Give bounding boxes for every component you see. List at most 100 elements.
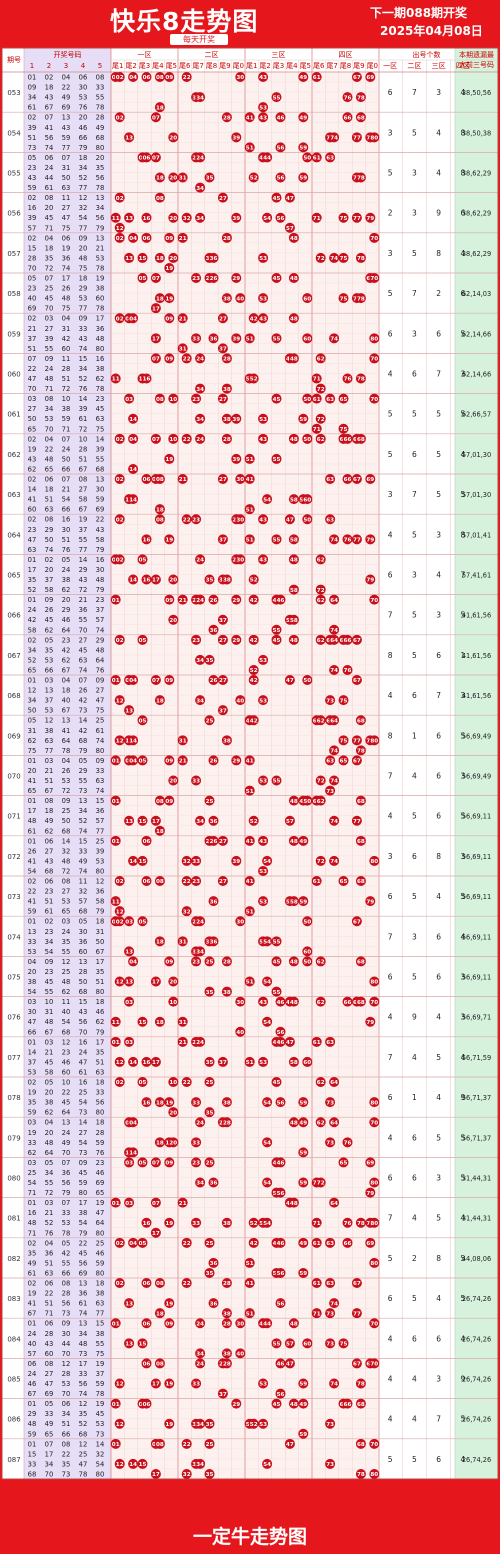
tail-label: 尾4 bbox=[152, 62, 164, 70]
number-ball-label: 32 bbox=[183, 216, 191, 222]
number-ball bbox=[262, 494, 273, 505]
number-ball-label: 02 bbox=[116, 1281, 124, 1287]
number-ball-label: 80 bbox=[370, 1472, 378, 1478]
draw-number: 68 bbox=[62, 827, 71, 835]
draw-column-label: 1 bbox=[30, 62, 34, 70]
number-ball bbox=[355, 745, 366, 756]
draw-number: 01 bbox=[28, 837, 37, 845]
number-ball-label: 56 bbox=[277, 146, 285, 152]
number-ball-label: 02 bbox=[116, 437, 124, 443]
number-ball bbox=[342, 664, 353, 675]
number-ball-label: 28 bbox=[223, 1120, 231, 1126]
number-ball bbox=[315, 715, 326, 726]
number-ball bbox=[311, 393, 322, 404]
draw-number: 62 bbox=[45, 626, 54, 634]
number-ball-label: 14 bbox=[129, 497, 137, 503]
number-ball-label: 34 bbox=[196, 1352, 204, 1358]
number-ball bbox=[244, 835, 255, 846]
number-ball-label: 42 bbox=[250, 718, 258, 724]
number-ball-label: 54 bbox=[263, 940, 271, 946]
number-ball bbox=[168, 976, 179, 987]
daily-draw-badge: 每天开奖 bbox=[170, 34, 228, 45]
number-ball-label: 35 bbox=[206, 176, 214, 182]
draw-number: 38 bbox=[45, 727, 54, 735]
number-ball bbox=[248, 715, 259, 726]
number-ball-label: 39 bbox=[232, 337, 240, 343]
number-ball-label: 48 bbox=[290, 1201, 298, 1207]
number-ball bbox=[298, 896, 309, 907]
number-ball-label: 62 bbox=[317, 638, 325, 644]
number-ball-label: 59 bbox=[299, 146, 307, 152]
draw-number: 47 bbox=[62, 214, 71, 222]
number-ball-label: 78 bbox=[357, 1472, 365, 1478]
draw-number: 24 bbox=[62, 445, 71, 453]
number-ball-label: 58 bbox=[290, 618, 298, 624]
number-ball-label: 05 bbox=[139, 558, 147, 564]
draw-number: 30 bbox=[28, 1008, 37, 1016]
number-ball-label: 22 bbox=[183, 357, 191, 363]
number-ball-label: 26 bbox=[210, 276, 218, 282]
number-ball-label: 45 bbox=[273, 196, 281, 202]
draw-number: 12 bbox=[62, 1038, 71, 1046]
number-ball bbox=[258, 514, 269, 525]
number-ball bbox=[258, 112, 269, 123]
number-ball-label: 23 bbox=[192, 960, 200, 966]
period-number: 063 bbox=[7, 491, 20, 499]
number-ball bbox=[191, 775, 202, 786]
number-ball bbox=[315, 383, 326, 394]
zone-count: 5 bbox=[412, 611, 417, 620]
number-ball bbox=[315, 795, 326, 806]
draw-number: 13 bbox=[45, 687, 54, 695]
number-ball bbox=[302, 494, 313, 505]
number-ball-label: 34 bbox=[196, 698, 204, 704]
number-ball-label: 12 bbox=[116, 1422, 124, 1428]
number-ball-label: 36 bbox=[210, 1261, 218, 1267]
number-ball bbox=[365, 896, 376, 907]
number-ball-label: 59 bbox=[299, 899, 307, 905]
draw-number: 42 bbox=[28, 616, 37, 624]
tail-label: 尾6 bbox=[313, 62, 325, 70]
draw-number: 53 bbox=[45, 656, 54, 664]
draw-number: 52 bbox=[28, 656, 37, 664]
zone-count: 7 bbox=[436, 691, 441, 700]
draw-number: 06 bbox=[45, 1280, 54, 1288]
draw-number: 05 bbox=[45, 636, 54, 644]
number-ball-label: 21 bbox=[179, 598, 187, 604]
number-ball bbox=[298, 413, 309, 424]
number-ball bbox=[114, 474, 125, 485]
number-ball-label: 78 bbox=[357, 377, 365, 383]
number-ball-label: 73 bbox=[326, 1141, 334, 1147]
number-ball-label: 06 bbox=[143, 1402, 151, 1408]
number-ball-label: 04 bbox=[129, 1241, 137, 1247]
number-ball-label: 54 bbox=[263, 497, 271, 503]
number-ball-label: 04 bbox=[129, 236, 137, 242]
draw-number: 64 bbox=[62, 626, 71, 634]
number-ball-label: 33 bbox=[192, 1382, 200, 1388]
draw-number: 56 bbox=[96, 214, 105, 222]
draw-number: 42 bbox=[62, 335, 71, 343]
number-ball-label: 55 bbox=[273, 779, 281, 785]
period-number: 073 bbox=[7, 893, 20, 901]
number-ball bbox=[302, 433, 313, 444]
draw-number: 03 bbox=[28, 395, 37, 403]
draw-number: 06 bbox=[45, 837, 54, 845]
draw-number: 13 bbox=[28, 928, 37, 936]
draw-number: 11 bbox=[79, 878, 88, 886]
zone-count: 6 bbox=[436, 932, 441, 941]
number-ball-label: 33 bbox=[192, 1221, 200, 1227]
draw-number: 08 bbox=[79, 476, 88, 484]
tail-label: 尾9 bbox=[353, 62, 364, 70]
draw-number: 01 bbox=[28, 1038, 37, 1046]
number-ball bbox=[365, 474, 376, 485]
number-ball-label: 24 bbox=[196, 1040, 204, 1046]
number-ball-label: 27 bbox=[219, 397, 227, 403]
number-ball bbox=[168, 252, 179, 263]
zone-count: 8 bbox=[436, 852, 441, 861]
draw-number: 17 bbox=[96, 315, 105, 323]
draw-number: 15 bbox=[96, 1320, 105, 1328]
number-ball-label: 08 bbox=[156, 75, 164, 81]
number-ball-label: 62 bbox=[317, 960, 325, 966]
draw-number: 39 bbox=[96, 445, 105, 453]
draw-number: 17 bbox=[28, 566, 37, 574]
number-ball-label: 50 bbox=[303, 678, 311, 684]
